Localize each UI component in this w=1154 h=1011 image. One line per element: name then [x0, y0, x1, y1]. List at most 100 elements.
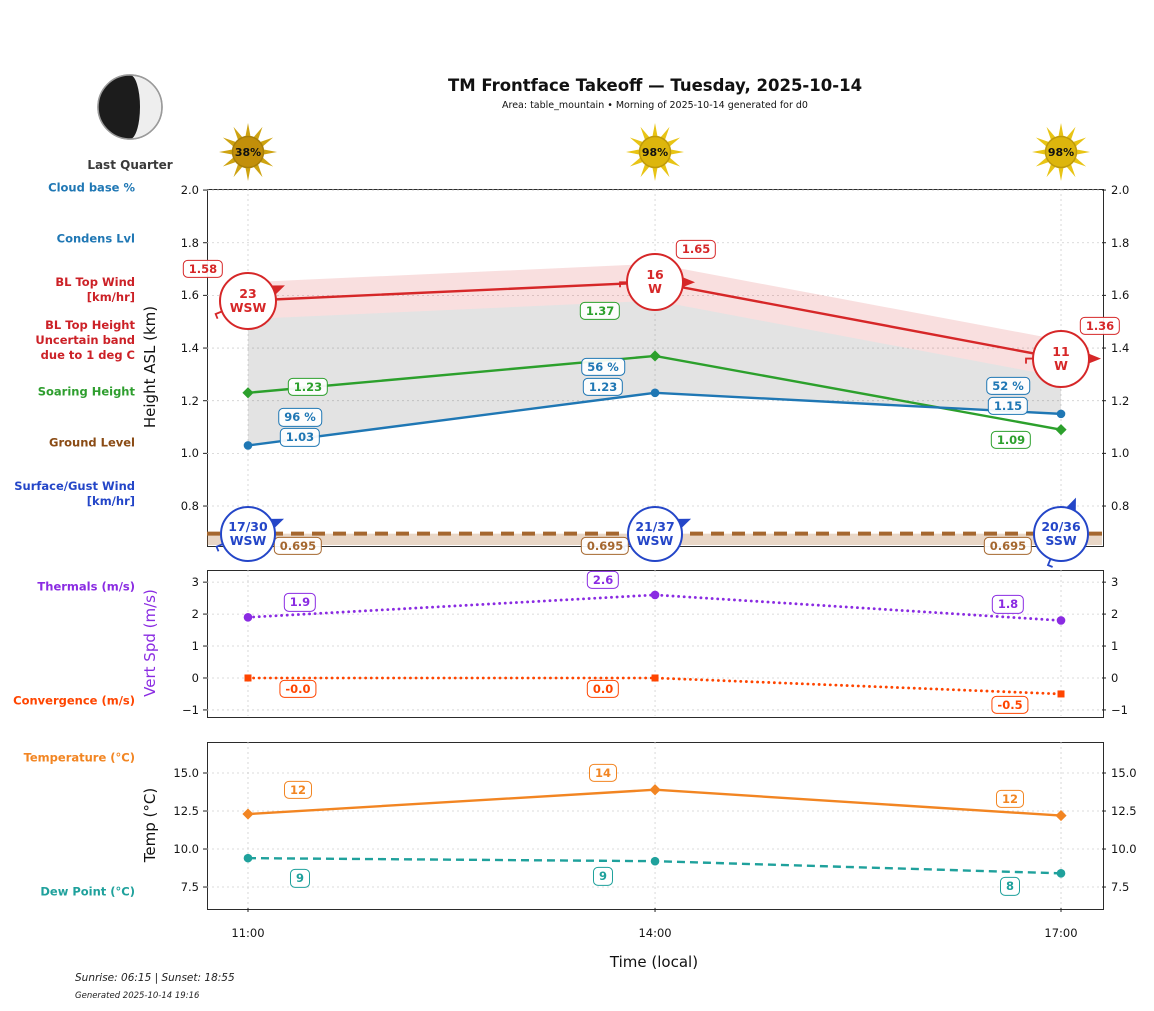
value-label: 1.03 — [279, 428, 321, 447]
ytick-label: 2.0 — [1111, 183, 1130, 198]
ytick-label: 3 — [1111, 575, 1119, 590]
xtick-label: 14:00 — [638, 926, 672, 940]
wind-direction: WSW — [636, 532, 674, 548]
label-convergence: Convergence (m/s) — [13, 693, 135, 708]
value-label: 1.23 — [287, 377, 329, 396]
ytick-label: 15.0 — [173, 766, 199, 780]
ytick-label: −1 — [182, 702, 199, 717]
sun-percent-label: 38% — [235, 146, 261, 159]
ytick-label: 15.0 — [1111, 766, 1137, 780]
generated-note: Generated 2025-10-14 19:16 — [75, 991, 200, 1001]
wind-speed: 16 — [646, 267, 664, 283]
wind-direction: W — [1054, 357, 1068, 373]
ytick-label: −1 — [1111, 702, 1128, 717]
cloud-base-percent-label: 96 % — [278, 408, 322, 427]
cloud-base-percent-label: 56 % — [581, 357, 625, 376]
label-temperature: Temperature (°C) — [23, 750, 135, 765]
ytick-label: 12.5 — [1111, 804, 1137, 818]
label-ground-level: Ground Level — [49, 435, 135, 450]
value-label: 9 — [593, 866, 614, 886]
value-label: 2.6 — [586, 570, 620, 590]
value-label: -0.0 — [279, 679, 317, 699]
cloud-base-percent-label: 52 % — [986, 376, 1030, 396]
ytick-label: 1.2 — [1111, 393, 1130, 408]
bl-top-wind-badge: 16 W — [626, 253, 685, 312]
value-label: 0.695 — [983, 536, 1033, 555]
value-label: 1.8 — [991, 595, 1025, 614]
yaxis-title-height: Height ASL (km) — [141, 305, 159, 429]
ytick-label: 1.8 — [180, 235, 199, 250]
value-label: 12 — [995, 789, 1025, 808]
chart-canvas-0 — [203, 189, 1106, 568]
value-label: 0.695 — [580, 536, 630, 555]
sun-icon: 98% — [1032, 123, 1090, 181]
sun-percent-label: 98% — [642, 146, 668, 159]
ytick-label: 1.2 — [180, 393, 199, 408]
ytick-label: 2.0 — [180, 183, 199, 198]
label-thermals: Thermals (m/s) — [37, 579, 135, 594]
value-label: 1.37 — [579, 301, 621, 321]
wind-direction: WSW — [229, 532, 267, 548]
wind-speed: 23 — [239, 285, 257, 301]
value-label: 0.695 — [273, 536, 323, 555]
chart-panel-temperature — [207, 742, 1104, 910]
label-dew-point: Dew Point (°C) — [40, 884, 135, 899]
figure-subtitle: Area: table_mountain • Morning of 2025-1… — [502, 100, 808, 111]
wind-direction: SSW — [1045, 532, 1077, 548]
surface-wind-badge: 17/30 WSW — [219, 505, 276, 562]
value-label: -0.5 — [991, 695, 1029, 715]
ytick-label: 0.8 — [1111, 499, 1130, 514]
moon-phase-label: Last Quarter — [87, 158, 173, 172]
value-label: 14 — [589, 763, 618, 782]
value-label: 9 — [289, 868, 310, 888]
ytick-label: 1.6 — [1111, 288, 1130, 303]
xaxis-title: Time (local) — [609, 953, 699, 971]
ytick-label: 0.8 — [180, 499, 199, 514]
ytick-label: 10.0 — [173, 842, 199, 857]
label-bl-top-height: BL Top Height Uncertain band due to 1 de… — [35, 318, 135, 363]
ytick-label: 1.0 — [180, 446, 199, 461]
label-cloud-base: Cloud base % — [48, 180, 135, 195]
surface-wind-badge: 21/37 WSW — [627, 505, 684, 562]
wind-speed: 17/30 — [228, 518, 268, 534]
ytick-label: 1.8 — [1111, 235, 1130, 250]
moon-phase-icon — [97, 74, 163, 140]
value-label: 1.23 — [582, 377, 624, 396]
value-label: 1.36 — [1079, 316, 1121, 335]
figure-title: TM Frontface Takeoff — Tuesday, 2025-10-… — [447, 76, 863, 95]
ytick-label: 0 — [191, 670, 199, 685]
label-bl-top-wind: BL Top Wind [km/hr] — [55, 274, 135, 304]
chart-canvas-2 — [203, 742, 1106, 912]
wind-speed: 11 — [1052, 343, 1070, 359]
wind-direction: W — [648, 281, 662, 297]
sun-times-note: Sunrise: 06:15 | Sunset: 18:55 — [75, 972, 235, 984]
ytick-label: 2 — [1111, 607, 1119, 622]
ytick-label: 12.5 — [173, 804, 199, 818]
ytick-label: 1.4 — [180, 341, 199, 356]
label-condens-lvl: Condens Lvl — [56, 231, 135, 246]
value-label: 0.0 — [586, 679, 620, 699]
wind-speed: 20/36 — [1041, 518, 1081, 534]
bl-top-wind-badge: 23 WSW — [218, 271, 277, 330]
value-label: 1.09 — [990, 430, 1032, 449]
surface-wind-badge: 20/36 SSW — [1033, 505, 1089, 562]
value-label: 8 — [999, 877, 1021, 896]
sun-icon: 98% — [626, 123, 685, 181]
ytick-label: 1 — [191, 639, 199, 654]
value-label: 1.58 — [182, 259, 224, 278]
ytick-label: 1.0 — [1111, 446, 1130, 461]
value-label: 1.15 — [987, 396, 1029, 416]
ytick-label: 10.0 — [1111, 842, 1137, 857]
value-label: 1.65 — [675, 240, 717, 259]
sun-icon: 38% — [218, 123, 277, 181]
chart-panel-heights — [207, 189, 1104, 547]
bl-top-wind-badge: 11 W — [1032, 329, 1090, 388]
ytick-label: 1.6 — [180, 288, 199, 303]
wind-speed: 21/37 — [635, 518, 675, 534]
wind-direction: WSW — [229, 299, 267, 315]
sun-percent-label: 98% — [1048, 146, 1074, 159]
label-soaring-height: Soaring Height — [37, 384, 135, 399]
value-label: 12 — [283, 780, 312, 800]
ytick-label: 7.5 — [1111, 880, 1130, 895]
